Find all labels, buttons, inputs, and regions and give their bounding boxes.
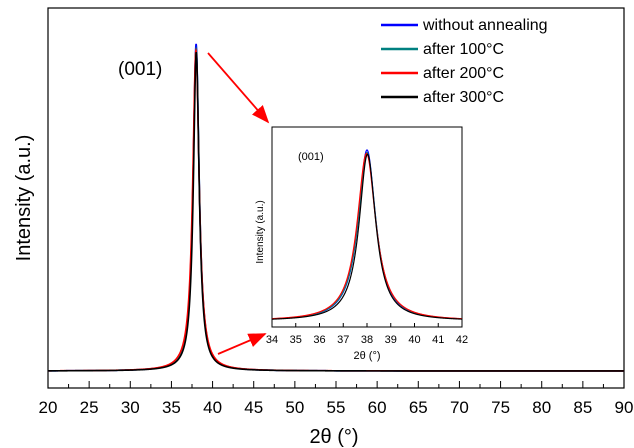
zoom-arrow-top bbox=[207, 52, 270, 124]
main-x-axis-label: 2θ (°) bbox=[309, 426, 358, 448]
main-x-tick-label: 40 bbox=[203, 398, 222, 417]
main-x-ticks: 20 25 30 35 40 45 50 55 60 65 70 75 80 85 90 bbox=[39, 381, 634, 417]
main-series-group bbox=[48, 43, 624, 372]
legend-label-2: after 200°C bbox=[423, 65, 504, 82]
legend-label-3: after 300°C bbox=[423, 89, 504, 106]
inset-x-tick-label: 42 bbox=[456, 334, 468, 346]
inset-x-tick-label: 39 bbox=[385, 334, 397, 346]
main-x-tick-label: 45 bbox=[244, 398, 263, 417]
legend: without annealing after 100°C after 200°C a… bbox=[381, 17, 548, 106]
main-y-axis-label: Intensity (a.u.) bbox=[13, 135, 35, 262]
inset-x-tick-label: 37 bbox=[337, 334, 349, 346]
inset-x-tick-label: 36 bbox=[313, 334, 325, 346]
main-peak-annotation: (001) bbox=[118, 59, 162, 80]
inset-x-axis-label: 2θ (°) bbox=[353, 350, 380, 362]
main-x-tick-label: 25 bbox=[80, 398, 99, 417]
inset-series-line-2 bbox=[272, 152, 462, 320]
inset-x-tick-label: 35 bbox=[290, 334, 302, 346]
main-x-tick-label: 55 bbox=[327, 398, 346, 417]
inset-series-line-3 bbox=[272, 153, 462, 320]
inset-x-tick-label: 34 bbox=[266, 334, 278, 346]
inset-x-tick-label: 38 bbox=[361, 334, 373, 346]
main-x-tick-label: 65 bbox=[409, 398, 428, 417]
main-x-tick-label: 60 bbox=[368, 398, 387, 417]
inset-x-tick-label: 40 bbox=[408, 334, 420, 346]
inset-x-tick-label: 41 bbox=[432, 334, 444, 346]
legend-label-1: after 100°C bbox=[423, 41, 504, 58]
main-x-tick-label: 20 bbox=[39, 398, 58, 417]
inset-peak-annotation: (001) bbox=[298, 151, 324, 163]
inset-x-ticks: 34 35 36 37 38 39 40 41 42 bbox=[266, 323, 468, 346]
main-x-tick-label: 30 bbox=[121, 398, 140, 417]
main-x-tick-label: 50 bbox=[285, 398, 304, 417]
main-x-tick-label: 35 bbox=[162, 398, 181, 417]
main-x-tick-label: 80 bbox=[532, 398, 551, 417]
inset-series-group bbox=[272, 149, 462, 320]
main-x-tick-label: 70 bbox=[450, 398, 469, 417]
zoom-arrow-bottom bbox=[217, 333, 267, 355]
inset-y-axis-label: Intensity (a.u.) bbox=[255, 200, 266, 263]
legend-label-0: without annealing bbox=[422, 17, 548, 34]
inset-plot-frame bbox=[271, 126, 463, 328]
main-x-tick-label: 90 bbox=[615, 398, 634, 417]
main-series-line-3 bbox=[48, 51, 624, 372]
main-x-tick-label: 75 bbox=[491, 398, 510, 417]
main-x-tick-label: 85 bbox=[573, 398, 592, 417]
